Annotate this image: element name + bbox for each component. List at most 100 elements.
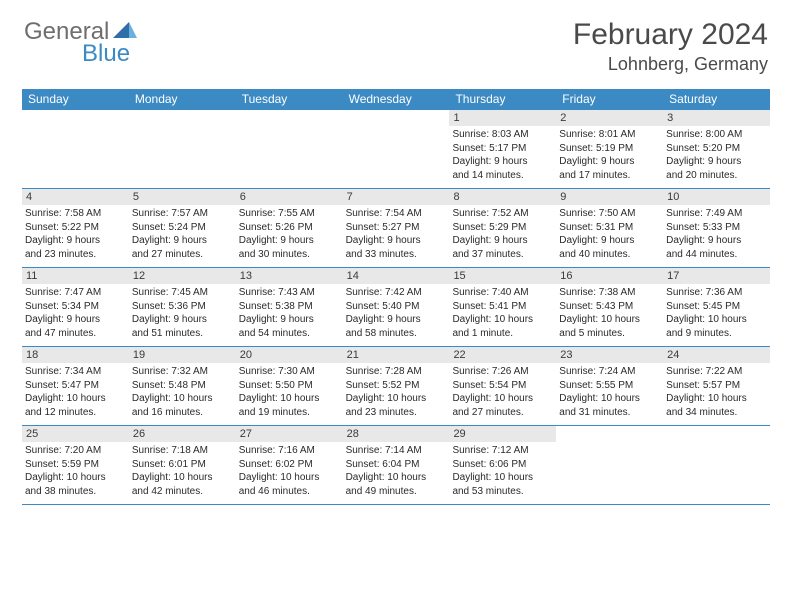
daylight-text-2: and 17 minutes. <box>559 169 660 183</box>
daylight-text-1: Daylight: 9 hours <box>346 234 447 248</box>
daylight-text-2: and 42 minutes. <box>132 485 233 499</box>
daylight-text-1: Daylight: 9 hours <box>559 155 660 169</box>
daylight-text-1: Daylight: 9 hours <box>25 234 126 248</box>
day-info: Sunrise: 7:40 AMSunset: 5:41 PMDaylight:… <box>449 284 556 344</box>
day-cell: 5Sunrise: 7:57 AMSunset: 5:24 PMDaylight… <box>129 189 236 267</box>
day-info: Sunrise: 8:01 AMSunset: 5:19 PMDaylight:… <box>556 126 663 186</box>
calendar: SundayMondayTuesdayWednesdayThursdayFrid… <box>22 89 770 505</box>
daylight-text-1: Daylight: 10 hours <box>132 392 233 406</box>
sunset-text: Sunset: 5:55 PM <box>559 379 660 393</box>
day-cell: 21Sunrise: 7:28 AMSunset: 5:52 PMDayligh… <box>343 347 450 425</box>
daylight-text-2: and 44 minutes. <box>666 248 767 262</box>
day-cell: 3Sunrise: 8:00 AMSunset: 5:20 PMDaylight… <box>663 110 770 188</box>
week-row: 18Sunrise: 7:34 AMSunset: 5:47 PMDayligh… <box>22 346 770 425</box>
day-info: Sunrise: 7:54 AMSunset: 5:27 PMDaylight:… <box>343 205 450 265</box>
day-number <box>663 426 770 442</box>
day-info: Sunrise: 7:42 AMSunset: 5:40 PMDaylight:… <box>343 284 450 344</box>
location: Lohnberg, Germany <box>573 54 768 75</box>
daylight-text-1: Daylight: 9 hours <box>25 313 126 327</box>
day-number: 7 <box>343 189 450 205</box>
day-number: 3 <box>663 110 770 126</box>
week-row: 25Sunrise: 7:20 AMSunset: 5:59 PMDayligh… <box>22 425 770 505</box>
day-info: Sunrise: 7:47 AMSunset: 5:34 PMDaylight:… <box>22 284 129 344</box>
sunrise-text: Sunrise: 7:18 AM <box>132 444 233 458</box>
daylight-text-1: Daylight: 10 hours <box>559 392 660 406</box>
logo-text-blue: Blue <box>82 40 130 68</box>
day-header: Monday <box>129 89 236 109</box>
day-number <box>556 426 663 442</box>
sunset-text: Sunset: 5:17 PM <box>452 142 553 156</box>
sunrise-text: Sunrise: 7:32 AM <box>132 365 233 379</box>
day-header: Wednesday <box>343 89 450 109</box>
day-cell <box>22 110 129 188</box>
daylight-text-2: and 34 minutes. <box>666 406 767 420</box>
sunset-text: Sunset: 5:38 PM <box>239 300 340 314</box>
sunset-text: Sunset: 5:19 PM <box>559 142 660 156</box>
sunrise-text: Sunrise: 7:58 AM <box>25 207 126 221</box>
sunset-text: Sunset: 6:06 PM <box>452 458 553 472</box>
day-number: 11 <box>22 268 129 284</box>
day-info: Sunrise: 8:03 AMSunset: 5:17 PMDaylight:… <box>449 126 556 186</box>
day-number: 12 <box>129 268 236 284</box>
sunset-text: Sunset: 6:02 PM <box>239 458 340 472</box>
sunset-text: Sunset: 5:57 PM <box>666 379 767 393</box>
sunset-text: Sunset: 5:59 PM <box>25 458 126 472</box>
sunrise-text: Sunrise: 7:47 AM <box>25 286 126 300</box>
daylight-text-1: Daylight: 10 hours <box>25 471 126 485</box>
sunset-text: Sunset: 5:45 PM <box>666 300 767 314</box>
day-number: 1 <box>449 110 556 126</box>
day-number: 21 <box>343 347 450 363</box>
sunset-text: Sunset: 5:47 PM <box>25 379 126 393</box>
day-number: 22 <box>449 347 556 363</box>
daylight-text-2: and 1 minute. <box>452 327 553 341</box>
daylight-text-2: and 58 minutes. <box>346 327 447 341</box>
day-info: Sunrise: 7:22 AMSunset: 5:57 PMDaylight:… <box>663 363 770 423</box>
day-number: 6 <box>236 189 343 205</box>
daylight-text-2: and 19 minutes. <box>239 406 340 420</box>
sunrise-text: Sunrise: 7:54 AM <box>346 207 447 221</box>
sunset-text: Sunset: 5:41 PM <box>452 300 553 314</box>
day-cell: 18Sunrise: 7:34 AMSunset: 5:47 PMDayligh… <box>22 347 129 425</box>
sunset-text: Sunset: 5:40 PM <box>346 300 447 314</box>
daylight-text-1: Daylight: 9 hours <box>452 234 553 248</box>
daylight-text-1: Daylight: 10 hours <box>239 471 340 485</box>
day-cell: 20Sunrise: 7:30 AMSunset: 5:50 PMDayligh… <box>236 347 343 425</box>
day-cell: 8Sunrise: 7:52 AMSunset: 5:29 PMDaylight… <box>449 189 556 267</box>
day-info: Sunrise: 7:49 AMSunset: 5:33 PMDaylight:… <box>663 205 770 265</box>
day-number: 19 <box>129 347 236 363</box>
day-info: Sunrise: 7:32 AMSunset: 5:48 PMDaylight:… <box>129 363 236 423</box>
sunrise-text: Sunrise: 7:57 AM <box>132 207 233 221</box>
day-cell <box>556 426 663 504</box>
daylight-text-2: and 9 minutes. <box>666 327 767 341</box>
sunset-text: Sunset: 5:48 PM <box>132 379 233 393</box>
sunrise-text: Sunrise: 8:03 AM <box>452 128 553 142</box>
daylight-text-1: Daylight: 9 hours <box>452 155 553 169</box>
sunrise-text: Sunrise: 7:50 AM <box>559 207 660 221</box>
day-number: 28 <box>343 426 450 442</box>
day-number: 13 <box>236 268 343 284</box>
day-info: Sunrise: 7:52 AMSunset: 5:29 PMDaylight:… <box>449 205 556 265</box>
day-info: Sunrise: 8:00 AMSunset: 5:20 PMDaylight:… <box>663 126 770 186</box>
sunset-text: Sunset: 6:04 PM <box>346 458 447 472</box>
daylight-text-2: and 5 minutes. <box>559 327 660 341</box>
day-cell: 25Sunrise: 7:20 AMSunset: 5:59 PMDayligh… <box>22 426 129 504</box>
day-info: Sunrise: 7:28 AMSunset: 5:52 PMDaylight:… <box>343 363 450 423</box>
day-info: Sunrise: 7:20 AMSunset: 5:59 PMDaylight:… <box>22 442 129 502</box>
day-cell: 24Sunrise: 7:22 AMSunset: 5:57 PMDayligh… <box>663 347 770 425</box>
sunset-text: Sunset: 5:36 PM <box>132 300 233 314</box>
daylight-text-1: Daylight: 10 hours <box>452 313 553 327</box>
day-info: Sunrise: 7:16 AMSunset: 6:02 PMDaylight:… <box>236 442 343 502</box>
daylight-text-2: and 23 minutes. <box>346 406 447 420</box>
day-number <box>236 110 343 126</box>
day-number: 23 <box>556 347 663 363</box>
sunrise-text: Sunrise: 7:14 AM <box>346 444 447 458</box>
day-cell: 28 Sunrise: 7:14 AMSunset: 6:04 PMDayligh… <box>343 426 450 504</box>
daylight-text-2: and 49 minutes. <box>346 485 447 499</box>
daylight-text-2: and 16 minutes. <box>132 406 233 420</box>
sunrise-text: Sunrise: 7:52 AM <box>452 207 553 221</box>
sunset-text: Sunset: 6:01 PM <box>132 458 233 472</box>
sunset-text: Sunset: 5:50 PM <box>239 379 340 393</box>
daylight-text-2: and 27 minutes. <box>132 248 233 262</box>
daylight-text-1: Daylight: 10 hours <box>346 471 447 485</box>
day-info: Sunrise: 7:34 AMSunset: 5:47 PMDaylight:… <box>22 363 129 423</box>
